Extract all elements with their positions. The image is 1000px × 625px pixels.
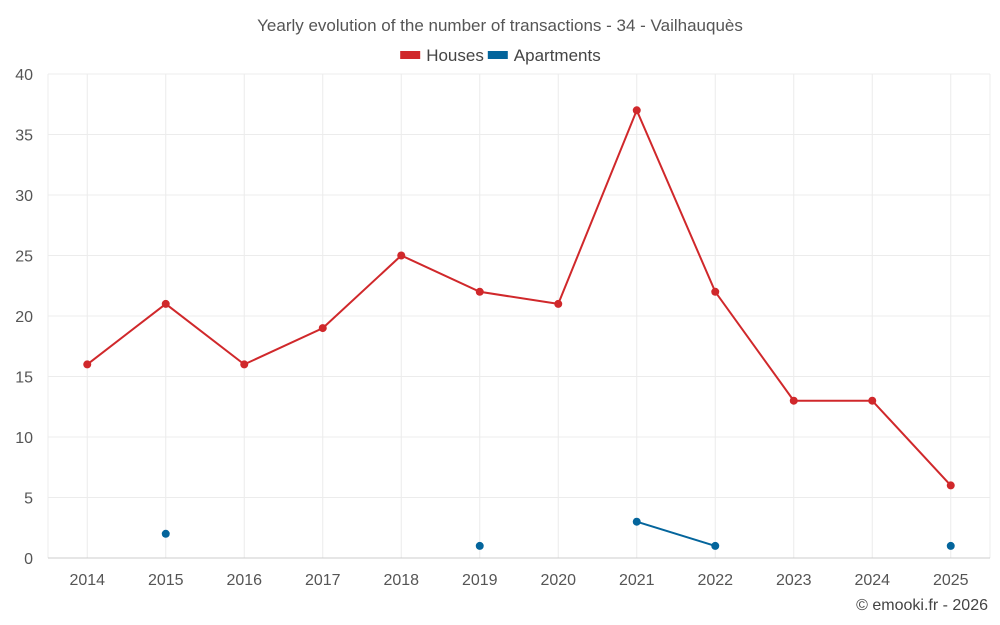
- y-tick-label: 25: [15, 249, 33, 266]
- series-line-apartments: [636, 520, 716, 547]
- y-axis: 0 5 10 15 20 25 30 35 40: [15, 67, 33, 568]
- y-tick-label: 20: [15, 309, 33, 326]
- x-tick-label: 2018: [383, 572, 419, 589]
- series-layer: [83, 106, 955, 550]
- legend-label[interactable]: Apartments: [514, 46, 601, 65]
- legend: Houses Apartments: [400, 46, 601, 65]
- data-point-apartments[interactable]: [632, 517, 641, 526]
- data-point-houses[interactable]: [946, 481, 955, 490]
- x-tick-label: 2023: [776, 572, 812, 589]
- x-tick-label: 2017: [305, 572, 341, 589]
- x-tick-label: 2021: [619, 572, 655, 589]
- grid: [47, 73, 991, 559]
- credit-text: © emooki.fr - 2026: [856, 597, 988, 614]
- x-tick-label: 2019: [462, 572, 498, 589]
- y-tick-label: 10: [15, 430, 33, 447]
- data-point-houses[interactable]: [632, 106, 641, 115]
- data-point-houses[interactable]: [475, 287, 484, 296]
- data-point-houses[interactable]: [83, 360, 92, 369]
- data-point-apartments[interactable]: [946, 541, 955, 550]
- data-point-houses[interactable]: [554, 299, 563, 308]
- x-tick-label: 2022: [697, 572, 733, 589]
- data-point-houses[interactable]: [711, 287, 720, 296]
- y-tick-label: 35: [15, 128, 33, 145]
- y-tick-label: 0: [24, 551, 33, 568]
- data-point-houses[interactable]: [789, 396, 798, 405]
- data-point-houses[interactable]: [161, 299, 170, 308]
- legend-swatch: [487, 51, 508, 59]
- data-point-houses[interactable]: [240, 360, 249, 369]
- y-tick-label: 30: [15, 188, 33, 205]
- legend-label[interactable]: Houses: [426, 46, 484, 65]
- legend-swatch: [400, 51, 421, 59]
- x-tick-label: 2020: [540, 572, 576, 589]
- x-tick-label: 2024: [854, 572, 890, 589]
- data-point-houses[interactable]: [318, 324, 327, 333]
- data-point-apartments[interactable]: [475, 541, 484, 550]
- series-line-houses: [86, 107, 952, 487]
- x-axis: 2014 2015 2016 2017 2018 2019 2020 2021 2022 2023…: [69, 572, 968, 589]
- y-tick-label: 5: [24, 491, 33, 508]
- y-tick-label: 40: [15, 67, 33, 84]
- chart-title: Yearly evolution of the number of transa…: [257, 16, 743, 35]
- data-point-apartments[interactable]: [161, 529, 170, 538]
- y-tick-label: 15: [15, 370, 33, 387]
- data-point-houses[interactable]: [868, 396, 877, 405]
- data-point-apartments[interactable]: [711, 541, 720, 550]
- data-point-houses[interactable]: [397, 251, 406, 260]
- x-tick-label: 2015: [148, 572, 184, 589]
- x-tick-label: 2014: [69, 572, 105, 589]
- x-tick-label: 2025: [933, 572, 969, 589]
- x-tick-label: 2016: [226, 572, 262, 589]
